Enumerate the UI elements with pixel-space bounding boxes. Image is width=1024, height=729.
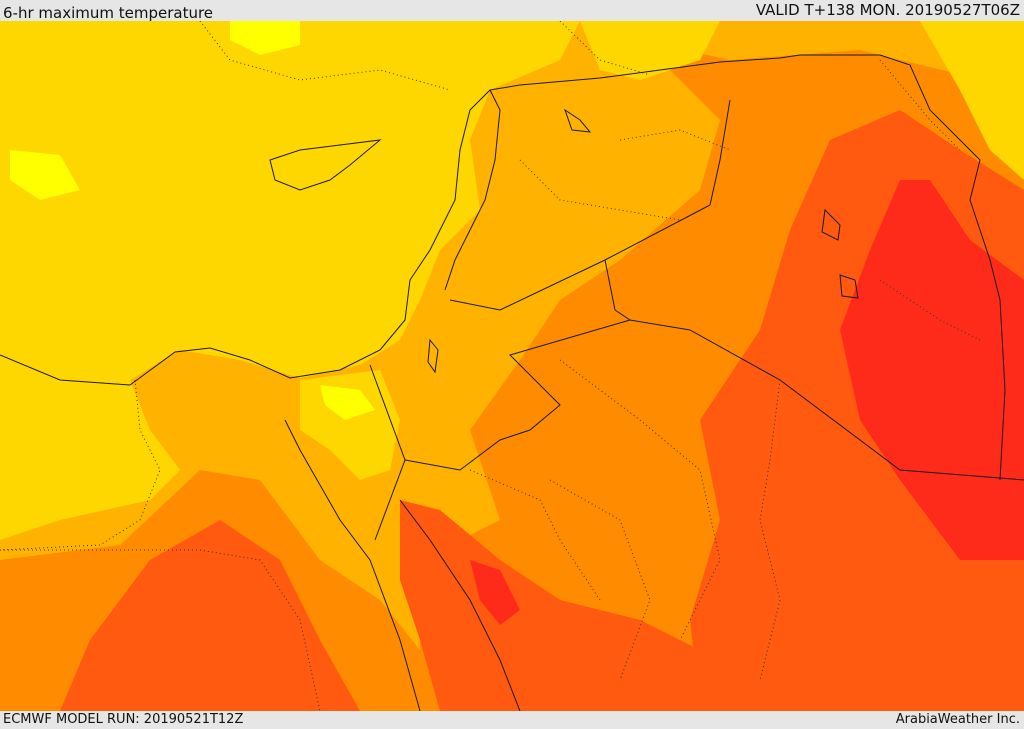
mild-region-sea [0,21,580,380]
very-hot-region-egypt [60,520,360,711]
extreme-spot-hijaz [470,560,520,625]
temperature-map [0,21,1024,711]
map-canvas [0,21,1024,711]
valid-time-label: VALID T+138 MON. 20190527T06Z [755,1,1020,19]
cool-region-west [10,150,80,200]
province-boundaries [0,21,981,711]
very-hot-region-redsea [400,500,700,711]
mild-region-egypt [0,370,180,540]
cool-region-turkey [230,21,300,55]
mild-region-northeast [920,21,1024,180]
mild-region-north [580,21,720,80]
model-run-label: ECMWF MODEL RUN: 20190521T12Z [3,712,244,727]
cool-region-nile [320,385,375,420]
country-borders [0,54,1024,711]
credit-label: ArabiaWeather Inc. [895,712,1020,727]
map-title: 6-hr maximum temperature [3,4,214,22]
header-bar: 6-hr maximum temperature VALID T+138 MON… [0,0,1024,22]
extreme-region [840,180,1024,560]
footer-bar: ECMWF MODEL RUN: 20190521T12Z ArabiaWeat… [0,711,1024,729]
